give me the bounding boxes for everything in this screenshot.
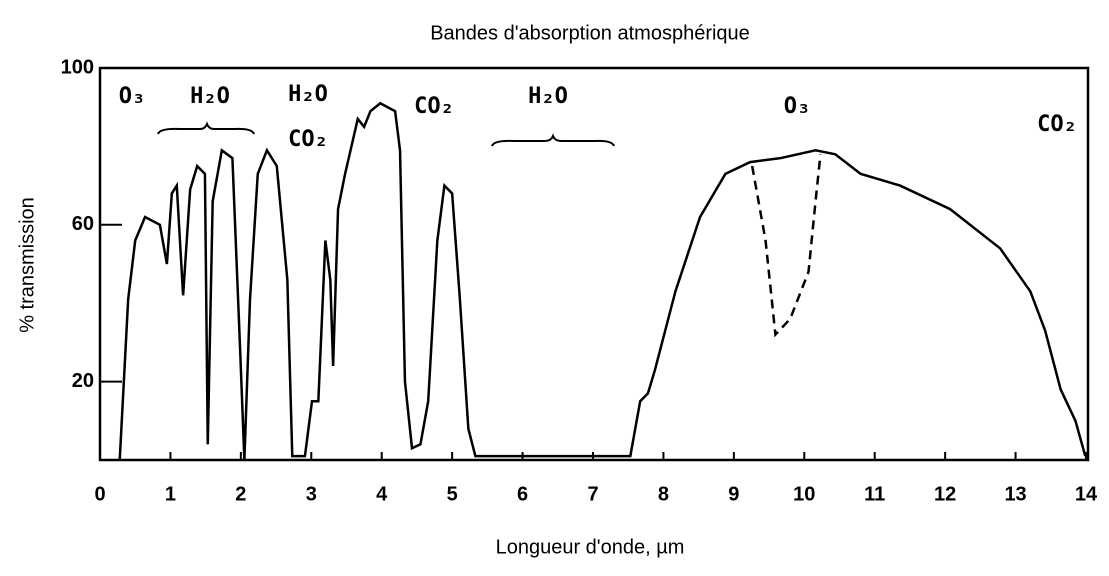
- x-tick-label: 3: [306, 483, 317, 505]
- chart-title: Bandes d'absorption atmosphérique: [430, 22, 750, 44]
- x-tick-label: 11: [864, 483, 885, 505]
- x-tick-label: 7: [587, 483, 598, 505]
- y-axis-label: % transmission: [16, 197, 38, 333]
- band-label: O₃: [784, 94, 811, 119]
- x-tick-label: 12: [934, 483, 956, 505]
- transmission-line: [750, 154, 822, 338]
- brace: [157, 121, 255, 135]
- x-tick-label: 9: [728, 483, 739, 505]
- transmission-line: [118, 101, 1087, 461]
- x-axis-label: Longueur d'onde, µm: [496, 536, 685, 558]
- band-label: H₂O: [288, 82, 328, 107]
- x-tick-label: 1: [165, 483, 176, 505]
- band-label: CO₂: [414, 94, 454, 119]
- brace: [491, 133, 615, 147]
- band-label: H₂O: [528, 84, 568, 109]
- band-label: CO₂: [1037, 112, 1077, 137]
- x-tick-label: 8: [658, 483, 669, 505]
- x-tick-label: 10: [793, 483, 815, 505]
- y-tick-label: 60: [72, 213, 94, 235]
- x-tick-label: 6: [517, 483, 528, 505]
- plot-frame: [98, 66, 1090, 462]
- band-label: H₂O: [190, 84, 230, 109]
- band-label: O₃: [119, 84, 146, 109]
- x-tick-label: 14: [1075, 483, 1098, 505]
- x-tick-label: 13: [1004, 483, 1026, 505]
- y-tick-label: 100: [61, 56, 94, 78]
- x-tick-label: 2: [235, 483, 246, 505]
- y-tick-label: 20: [72, 370, 94, 392]
- x-tick-label: 5: [447, 483, 458, 505]
- x-tick-label: 4: [376, 483, 388, 505]
- x-tick-label: 0: [94, 483, 105, 505]
- band-label: CO₂: [288, 127, 328, 152]
